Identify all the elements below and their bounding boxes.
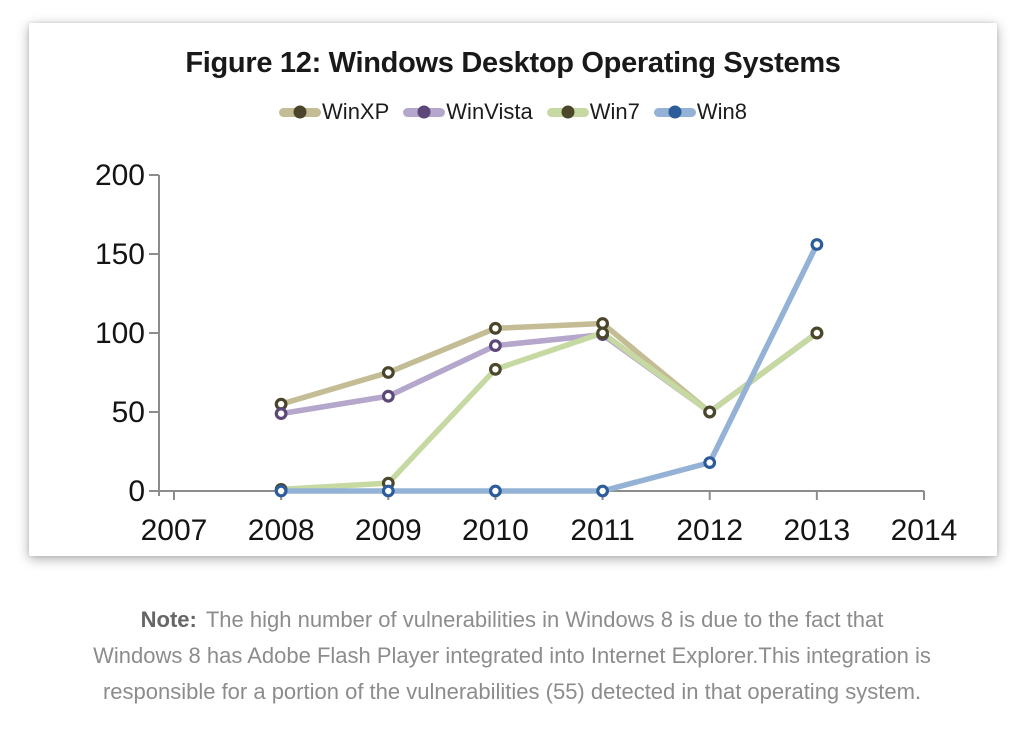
legend-label: WinVista	[446, 99, 533, 124]
x-tick-label: 2014	[891, 514, 958, 547]
x-tick-label: 2008	[248, 514, 315, 547]
legend-swatch-win8	[653, 105, 696, 119]
data-point-winxp-2010	[489, 321, 502, 335]
data-point-winvista-2009	[381, 389, 395, 403]
series-markers-win8	[274, 238, 824, 498]
note-line-1: Note: The high number of vulnerabilities …	[0, 602, 1024, 638]
legend-marker-icon	[293, 105, 307, 119]
y-tick-label: 100	[95, 317, 145, 350]
data-point-win7-2011	[596, 326, 609, 340]
data-point-win7-2010	[489, 362, 502, 376]
data-point-win8-2013	[810, 238, 824, 251]
legend-swatch-winvista	[403, 105, 446, 119]
x-axis: 2007 2008 2009 2010 2011 2012 2013 2014	[141, 490, 958, 547]
note-label: Note:	[140, 607, 197, 632]
x-tick-label: 2010	[462, 514, 529, 547]
x-tick-label: 2011	[570, 514, 635, 547]
note-text: Note: The high number of vulnerabilities …	[0, 602, 1024, 710]
legend-item-win8: Win8	[653, 99, 747, 125]
chart-title: Figure 12: Windows Desktop Operating Sys…	[185, 47, 841, 79]
legend-swatch-winxp	[279, 105, 322, 119]
legend-item-winxp: WinXP	[279, 99, 389, 125]
legend-label: Win8	[696, 99, 747, 124]
y-tick-label: 150	[95, 238, 145, 271]
series-line-win8	[278, 241, 820, 494]
note-line-3: responsible for a portion of the vulnera…	[102, 679, 922, 704]
note-line-2: Windows 8 has Adobe Flash Player integra…	[93, 643, 931, 668]
legend-item-win7: Win7	[546, 99, 640, 125]
data-point-win7-2013	[810, 326, 824, 340]
data-point-win7-2012	[703, 405, 717, 419]
legend-marker-icon	[668, 105, 682, 119]
note-line-1-text: The high number of vulnerabilities in Wi…	[205, 607, 884, 632]
series-line-win7	[278, 330, 820, 493]
data-point-win8-2009	[381, 484, 395, 498]
data-point-winvista-2010	[489, 339, 502, 353]
legend-label: Win7	[589, 99, 640, 124]
x-tick-label: 2007	[141, 514, 208, 547]
data-point-win8-2011	[596, 484, 609, 498]
data-point-winvista-2008	[274, 407, 288, 421]
legend-swatch-win7	[546, 105, 589, 119]
legend-label: WinXP	[322, 99, 390, 124]
data-point-winxp-2009	[381, 366, 395, 379]
legend-marker-icon	[561, 105, 575, 119]
data-point-win8-2008	[274, 484, 288, 498]
data-point-win8-2010	[489, 484, 502, 498]
x-tick-label: 2013	[783, 514, 850, 547]
legend-marker-icon	[417, 105, 431, 119]
y-tick-label: 0	[128, 475, 145, 508]
legend-item-winvista: WinVista	[403, 99, 533, 125]
series-line-winvista	[278, 330, 820, 417]
chart-legend: WinXP WinVista Win7 Win8	[29, 99, 997, 125]
y-tick-label: 200	[95, 159, 145, 192]
x-tick-label: 2009	[355, 514, 422, 547]
y-axis: 0 50 100 150 200	[95, 159, 160, 508]
y-tick-label: 50	[112, 396, 145, 429]
x-tick-label: 2012	[676, 514, 743, 547]
chart-plot: 0 50 100 150 200 2007 2008 2009 2010 2011 2012 2013…	[95, 159, 958, 547]
chart-card: Figure 12: Windows Desktop Operating Sys…	[29, 23, 997, 556]
data-point-win8-2012	[703, 456, 717, 470]
